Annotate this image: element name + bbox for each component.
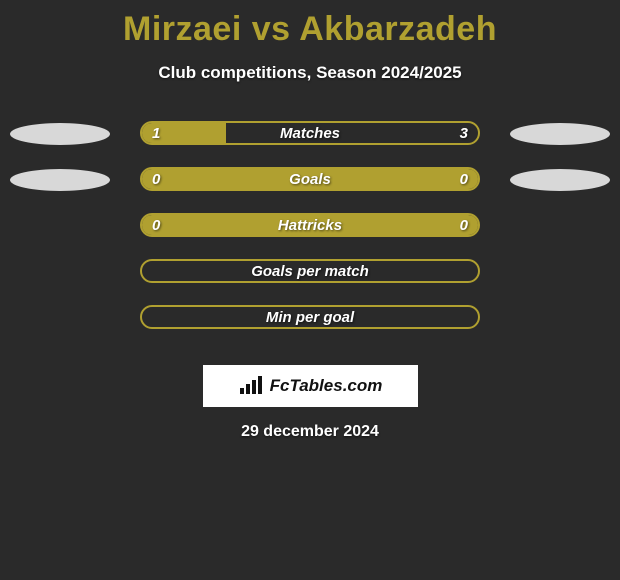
- stat-row: 1 Matches 3: [0, 121, 620, 167]
- stat-bar: 0 Hattricks 0: [140, 213, 480, 237]
- season-subtitle: Club competitions, Season 2024/2025: [0, 63, 620, 83]
- stat-row: 0 Goals 0: [0, 167, 620, 213]
- logo-card: FcTables.com: [203, 365, 418, 407]
- logo-text: FcTables.com: [270, 376, 383, 396]
- stat-bars: 1 Matches 3 0 Goals 0 0 Hattricks 0: [0, 121, 620, 351]
- stat-right-value: 0: [460, 169, 468, 191]
- comparison-card: Mirzaei vs Akbarzadeh Club competitions,…: [0, 0, 620, 580]
- stat-row: Min per goal: [0, 305, 620, 351]
- page-title: Mirzaei vs Akbarzadeh: [0, 0, 620, 49]
- date-text: 29 december 2024: [0, 423, 620, 441]
- bar-chart-icon: [238, 376, 264, 396]
- stat-right-value: 3: [460, 123, 468, 145]
- player-right-ellipse: [510, 123, 610, 145]
- player-left-ellipse: [10, 123, 110, 145]
- stat-bar: Min per goal: [140, 305, 480, 329]
- stat-label: Min per goal: [142, 307, 478, 329]
- stat-right-value: 0: [460, 215, 468, 237]
- stat-bar: 0 Goals 0: [140, 167, 480, 191]
- player-right-ellipse: [510, 169, 610, 191]
- stat-label: Goals per match: [142, 261, 478, 283]
- stat-label: Hattricks: [142, 215, 478, 237]
- stat-row: 0 Hattricks 0: [0, 213, 620, 259]
- stat-bar: Goals per match: [140, 259, 480, 283]
- stat-label: Goals: [142, 169, 478, 191]
- stat-bar: 1 Matches 3: [140, 121, 480, 145]
- stat-row: Goals per match: [0, 259, 620, 305]
- stat-label: Matches: [142, 123, 478, 145]
- player-left-ellipse: [10, 169, 110, 191]
